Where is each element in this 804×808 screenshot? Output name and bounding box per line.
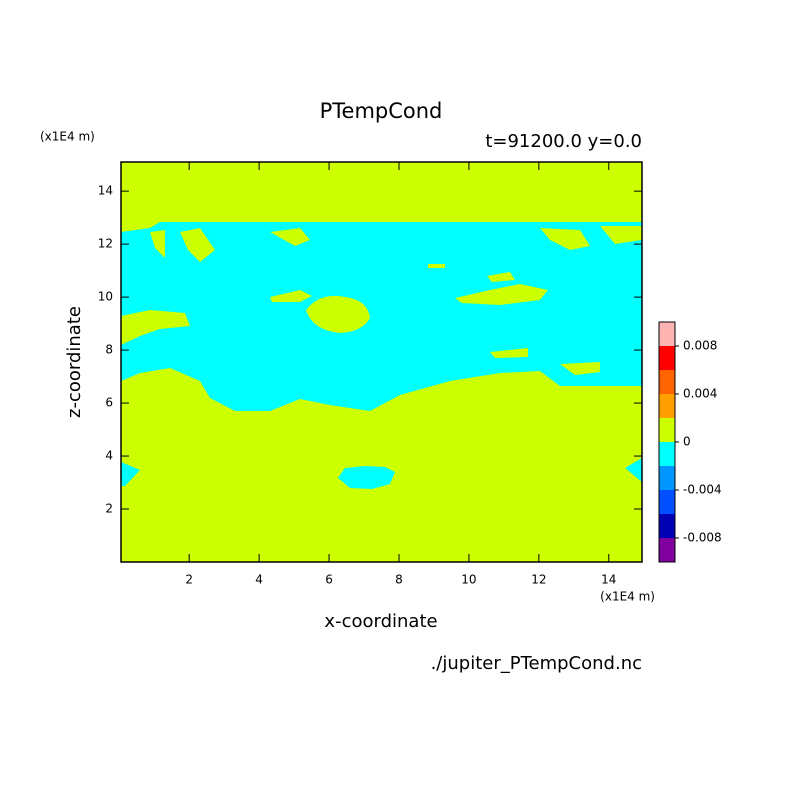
- contour-region: [180, 228, 215, 262]
- colorbar-tick-label: 0: [683, 435, 691, 449]
- colorbar-tick-label: -0.008: [683, 531, 722, 545]
- y-tick-label: 12: [98, 237, 113, 251]
- x-tick-label: 14: [601, 573, 616, 587]
- chart-subtitle: t=91200.0 y=0.0: [485, 131, 642, 152]
- footer: ./jupiter_PTempCond.nc: [431, 653, 642, 674]
- y-tick-label: 10: [98, 290, 113, 304]
- colorbar-band: [659, 442, 675, 466]
- chart-title: PTempCond: [320, 99, 443, 123]
- colorbar-band: [659, 394, 675, 418]
- contour-region: [150, 230, 165, 258]
- x-tick-label: 10: [461, 573, 476, 587]
- contour-region: [560, 362, 600, 375]
- colorbar-tick-label: 0.008: [683, 339, 717, 353]
- contour-region: [600, 226, 642, 244]
- y-axis-label: z-coordinate: [64, 306, 85, 418]
- colorbar-band: [659, 514, 675, 538]
- contour-region: [338, 466, 395, 489]
- x-unit: (x1E4 m): [600, 590, 655, 604]
- colorbar-band: [659, 466, 675, 490]
- colorbar-tick-label: -0.004: [683, 483, 722, 497]
- contour-region: [428, 264, 445, 268]
- colorbar-band: [659, 418, 675, 442]
- y-tick-label: 14: [98, 184, 113, 198]
- x-tick-label: 6: [325, 573, 333, 587]
- x-axis-label: x-coordinate: [324, 611, 437, 632]
- contour-region: [270, 290, 312, 302]
- colorbar-band: [659, 538, 675, 562]
- contour-region: [487, 272, 515, 282]
- colorbar-band: [659, 370, 675, 394]
- colorbar-band: [659, 490, 675, 514]
- y-unit: (x1E4 m): [40, 130, 95, 144]
- colorbar-band: [659, 346, 675, 370]
- contour-region: [490, 348, 528, 358]
- colorbar-band: [659, 322, 675, 346]
- colorbar-tick-label: 0.004: [683, 387, 717, 401]
- x-tick-label: 2: [185, 573, 193, 587]
- x-tick-label: 12: [531, 573, 546, 587]
- plot-frame: [120, 161, 643, 563]
- contour-region: [455, 284, 548, 305]
- contour-region: [121, 222, 642, 411]
- contour-region: [121, 462, 140, 486]
- x-tick-label: 4: [255, 573, 263, 587]
- y-tick-label: 8: [105, 343, 113, 357]
- x-tick-label: 8: [395, 573, 403, 587]
- contour-region: [270, 228, 310, 246]
- contour-region: [625, 458, 642, 482]
- y-tick-label: 4: [105, 449, 113, 463]
- y-tick-label: 2: [105, 502, 113, 516]
- y-tick-label: 6: [105, 396, 113, 410]
- contour-region: [540, 228, 590, 250]
- contour-region: [306, 295, 370, 333]
